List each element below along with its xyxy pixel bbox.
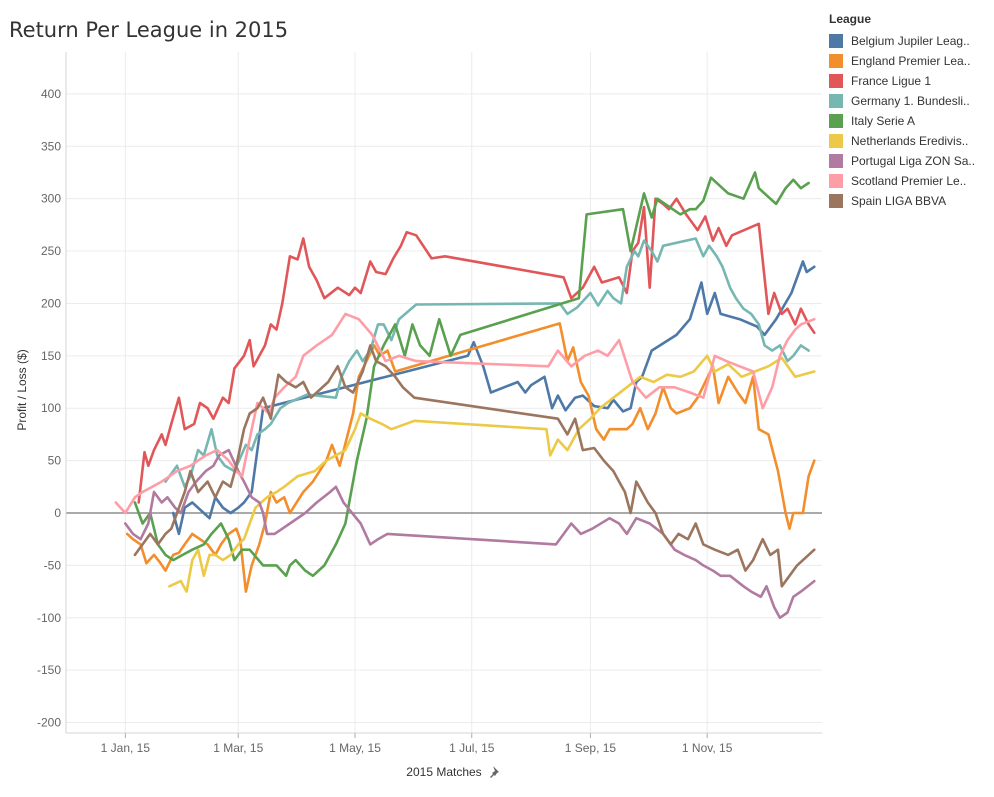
y-tick-label: 50 [48,454,62,468]
series-line-4[interactable] [133,171,810,578]
legend-swatch [829,154,843,168]
y-tick-label: 200 [41,296,61,310]
y-tick-label: 150 [41,349,61,363]
y-axis: 400 350 300 250 200 150 100 50 0 -50 -100 -150 -200 [37,52,67,733]
legend-item[interactable]: Italy Serie A [829,111,994,131]
pin-icon[interactable] [490,766,499,778]
legend-swatch [829,54,843,68]
y-tick-label: 100 [41,401,61,415]
series-line-0[interactable] [171,260,816,536]
legend-item[interactable]: Portugal Liga ZON Sa.. [829,151,994,171]
legend-swatch [829,34,843,48]
legend-label: Portugal Liga ZON Sa.. [851,154,976,168]
series-line-7[interactable] [114,312,816,515]
y-axis-title: Profit / Loss ($) [15,349,29,430]
legend-label: Scotland Premier Le.. [851,174,967,188]
legend-swatch [829,94,843,108]
series-line-2[interactable] [137,197,816,504]
legend-label: Spain LIGA BBVA [851,194,947,208]
legend-swatch [829,74,843,88]
y-tick-label: -100 [37,611,61,625]
legend-item[interactable]: Scotland Premier Le.. [829,171,994,191]
x-tick-label: 1 May, 15 [329,741,381,755]
y-tick-label: 400 [41,87,61,101]
legend-swatch [829,134,843,148]
legend-item[interactable]: France Ligue 1 [829,71,994,91]
y-tick-label: -150 [37,663,61,677]
series-line-8[interactable] [133,344,816,588]
legend-title: League [829,12,872,26]
y-tick-label: -50 [44,558,62,572]
legend-item[interactable]: Belgium Jupiler Leag.. [829,31,994,51]
x-tick-label: 1 Mar, 15 [213,741,263,755]
legend-label: France Ligue 1 [851,74,932,88]
legend-swatch [829,194,843,208]
legend-item[interactable]: Netherlands Eredivis.. [829,131,994,151]
series-lines [114,171,816,620]
legend: League Belgium Jupiler Leag.. England Pre… [829,12,994,211]
legend-items: Belgium Jupiler Leag.. England Premier Le… [829,31,994,211]
legend-item[interactable]: Germany 1. Bundesli.. [829,91,994,111]
y-tick-label: 250 [41,244,61,258]
legend-item[interactable]: England Premier Lea.. [829,51,994,71]
series-line-5[interactable] [168,354,816,593]
x-tick-label: 1 Nov, 15 [682,741,733,755]
x-tick-label: 1 Jul, 15 [449,741,495,755]
legend-label: Belgium Jupiler Leag.. [851,34,970,48]
legend-label: Italy Serie A [851,114,916,128]
x-axis-title: 2015 Matches [406,765,481,779]
y-tick-label: 350 [41,139,61,153]
series-line-1[interactable] [125,322,816,593]
gridlines [66,52,822,733]
legend-item[interactable]: Spain LIGA BBVA [829,191,994,211]
legend-label: Netherlands Eredivis.. [851,134,969,148]
chart-title: Return Per League in 2015 [9,18,289,42]
legend-swatch [829,114,843,128]
legend-label: Germany 1. Bundesli.. [851,94,970,108]
x-tick-label: 1 Sep, 15 [565,741,617,755]
y-tick-label: 0 [54,506,61,520]
x-tick-label: 1 Jan, 15 [101,741,151,755]
y-tick-label: 300 [41,192,61,206]
legend-label: England Premier Lea.. [851,54,971,68]
legend-swatch [829,174,843,188]
y-tick-label: -200 [37,716,61,730]
x-axis: 1 Jan, 15 1 Mar, 15 1 May, 15 1 Jul, 15 1 Se… [66,732,822,755]
